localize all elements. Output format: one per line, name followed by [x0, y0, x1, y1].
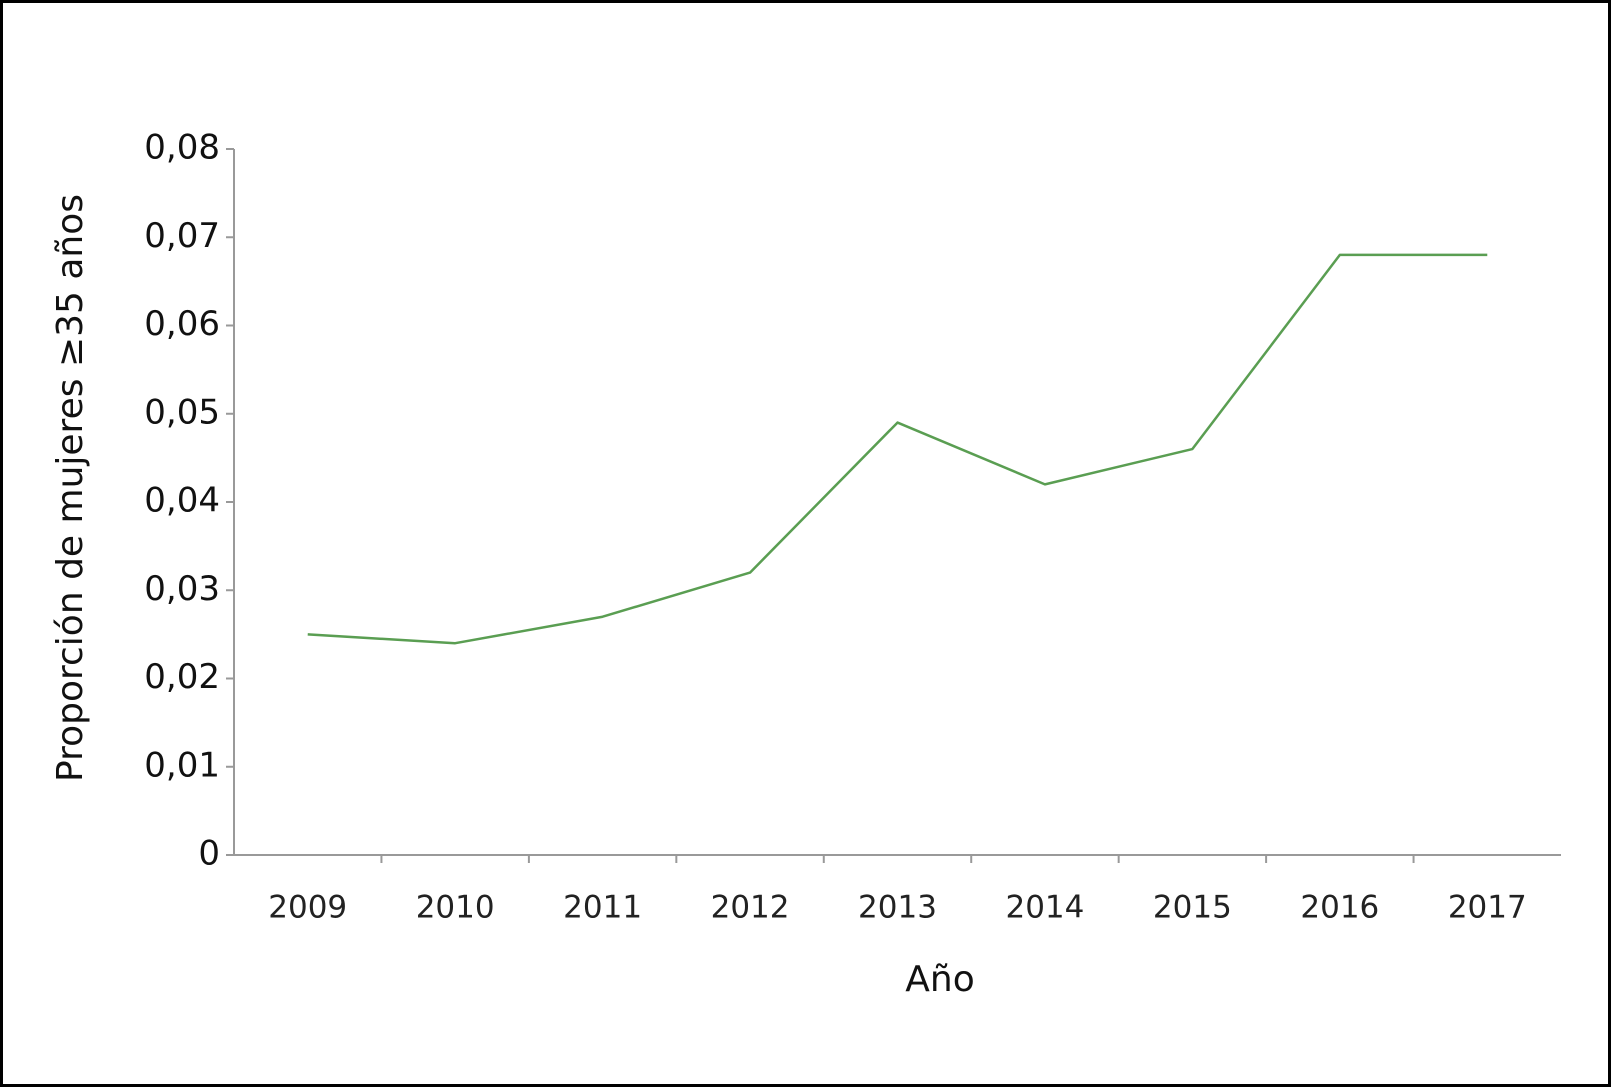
- y-tick-label: 0,05: [144, 392, 220, 432]
- y-tick-label: 0,04: [144, 481, 220, 521]
- x-tick-label: 2012: [711, 890, 790, 926]
- data-line: [307, 253, 1488, 645]
- x-tick-label: 2016: [1300, 890, 1379, 926]
- y-tick-label: 0,06: [144, 304, 220, 344]
- y-tick-label: 0,01: [144, 745, 220, 785]
- x-tick-label: 2013: [858, 890, 937, 926]
- y-tick-label: 0: [198, 834, 220, 874]
- x-tick-label: 2011: [563, 890, 642, 926]
- x-tick-label: 2015: [1153, 890, 1232, 926]
- y-axis-title: Proporción de mujeres ≥35 años: [50, 194, 91, 782]
- x-tick-label: 2009: [268, 890, 347, 926]
- y-tick-label: 0,07: [144, 216, 220, 256]
- y-tick-label: 0,08: [144, 128, 220, 168]
- y-tick-label: 0,03: [144, 569, 220, 609]
- x-axis-title: Año: [905, 959, 974, 1000]
- y-tick-label: 0,02: [144, 657, 220, 697]
- x-tick-label: 2014: [1005, 890, 1084, 926]
- x-tick-label: 2017: [1448, 890, 1527, 926]
- x-tick-label: 2010: [416, 890, 495, 926]
